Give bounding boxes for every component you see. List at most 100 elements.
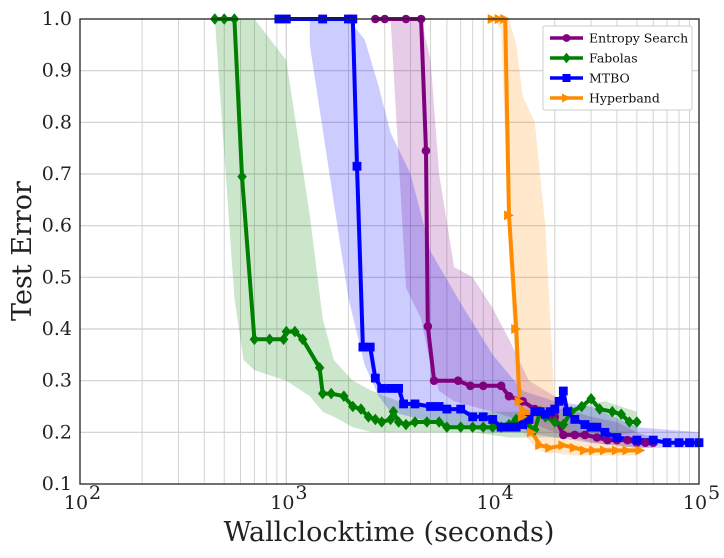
point-hyperband xyxy=(545,442,556,453)
y-tick-label: 0.7 xyxy=(42,163,72,185)
point-fabolas xyxy=(530,423,540,436)
point-mtbo xyxy=(394,384,403,393)
point-fabolas xyxy=(487,421,498,433)
point-entropy-search xyxy=(603,435,612,445)
point-mtbo xyxy=(410,399,420,409)
point-mtbo xyxy=(674,438,684,448)
point-fabolas xyxy=(339,390,349,402)
point-fabolas xyxy=(290,325,300,338)
point-fabolas xyxy=(467,421,478,433)
point-entropy-search xyxy=(641,438,650,447)
point-entropy-search xyxy=(570,430,580,440)
band-fabolas xyxy=(214,19,637,438)
point-fabolas xyxy=(377,416,387,428)
y-tick-label: 0.6 xyxy=(42,215,72,237)
point-fabolas xyxy=(434,416,444,428)
point-fabolas xyxy=(388,405,399,418)
legend-swatch-marker xyxy=(562,52,571,64)
point-entropy-search xyxy=(592,433,602,442)
point-mtbo xyxy=(562,407,572,417)
x-tick-label: 10 2 xyxy=(64,482,101,514)
y-tick-label: 0.5 xyxy=(42,266,72,288)
point-fabolas xyxy=(264,333,275,346)
point-mtbo xyxy=(518,420,528,429)
point-mtbo xyxy=(540,409,550,419)
point-mtbo xyxy=(558,386,568,396)
point-fabolas xyxy=(607,405,618,418)
band-mtbo xyxy=(309,19,699,448)
point-hyperband xyxy=(511,324,522,334)
point-entropy-search xyxy=(580,430,590,440)
point-hyperband xyxy=(599,445,610,456)
x-axis-label: Wallclocktime (seconds) xyxy=(224,517,555,548)
legend-swatch-marker xyxy=(562,34,571,42)
x-tick-exponent: 5 xyxy=(708,482,720,504)
plot-frame xyxy=(79,18,700,485)
legend-entry-fabolas: Fabolas xyxy=(550,51,638,66)
series-markers xyxy=(210,13,704,456)
point-hyperband xyxy=(504,210,514,221)
point-mtbo xyxy=(496,422,506,432)
legend-entry-entropy-search: Entropy Search xyxy=(550,31,688,46)
point-mtbo xyxy=(434,402,444,411)
point-mtbo xyxy=(592,422,602,432)
point-mtbo xyxy=(612,433,622,442)
point-mtbo xyxy=(530,407,540,417)
point-entropy-search xyxy=(559,430,568,440)
legend-swatch-marker xyxy=(562,93,571,103)
point-fabolas xyxy=(410,416,420,428)
point-mtbo xyxy=(386,384,395,393)
point-fabolas xyxy=(632,416,642,428)
point-fabolas xyxy=(594,403,605,415)
point-fabolas xyxy=(326,387,336,400)
point-fabolas xyxy=(393,416,404,428)
x-tick-exponent: 3 xyxy=(295,482,307,504)
legend-label: MTBO xyxy=(589,71,630,86)
point-mtbo xyxy=(550,404,560,414)
y-tick-label: 0.1 xyxy=(42,473,72,495)
point-fabolas xyxy=(237,170,247,183)
point-fabolas xyxy=(356,403,366,415)
point-fabolas xyxy=(616,408,626,421)
point-entropy-search xyxy=(496,381,506,391)
point-fabolas xyxy=(455,421,466,433)
point-fabolas xyxy=(363,411,374,423)
point-mtbo xyxy=(377,384,387,393)
point-mtbo xyxy=(399,399,408,409)
point-mtbo xyxy=(586,422,596,432)
point-mtbo xyxy=(442,404,452,414)
point-fabolas xyxy=(624,416,635,428)
point-mtbo xyxy=(426,402,435,411)
point-entropy-search xyxy=(504,391,514,401)
point-hyperband xyxy=(526,427,537,438)
point-entropy-search xyxy=(623,435,632,445)
point-hyperband xyxy=(517,411,528,422)
point-fabolas xyxy=(370,413,381,426)
point-mtbo xyxy=(468,412,478,422)
point-entropy-search xyxy=(429,376,439,385)
y-tick-label: 0.9 xyxy=(42,60,72,82)
point-fabolas xyxy=(558,418,569,431)
point-hyperband xyxy=(622,445,633,456)
x-tick-base: 10 xyxy=(477,492,501,514)
point-fabolas xyxy=(586,392,596,405)
point-hyperband xyxy=(521,406,531,417)
point-mtbo xyxy=(358,342,368,352)
point-fabolas xyxy=(348,400,358,413)
point-fabolas xyxy=(422,416,432,428)
point-mtbo xyxy=(685,438,694,448)
point-mtbo xyxy=(511,422,521,432)
y-tick-label: 1.0 xyxy=(42,8,72,30)
y-tick-label: 0.8 xyxy=(42,111,72,133)
grid xyxy=(80,19,699,484)
x-tick-label: 10 4 xyxy=(477,482,514,514)
point-mtbo xyxy=(488,415,498,424)
x-tick-label: 10 3 xyxy=(270,482,307,514)
legend-swatch-marker xyxy=(562,74,571,82)
legend-entry-mtbo: MTBO xyxy=(550,71,630,86)
band-entropy-search xyxy=(390,19,654,448)
legend: Entropy Search Fabolas MTBO Hyperband xyxy=(542,25,693,111)
x-tick-base: 10 xyxy=(270,492,294,514)
point-hyperband xyxy=(589,445,600,456)
